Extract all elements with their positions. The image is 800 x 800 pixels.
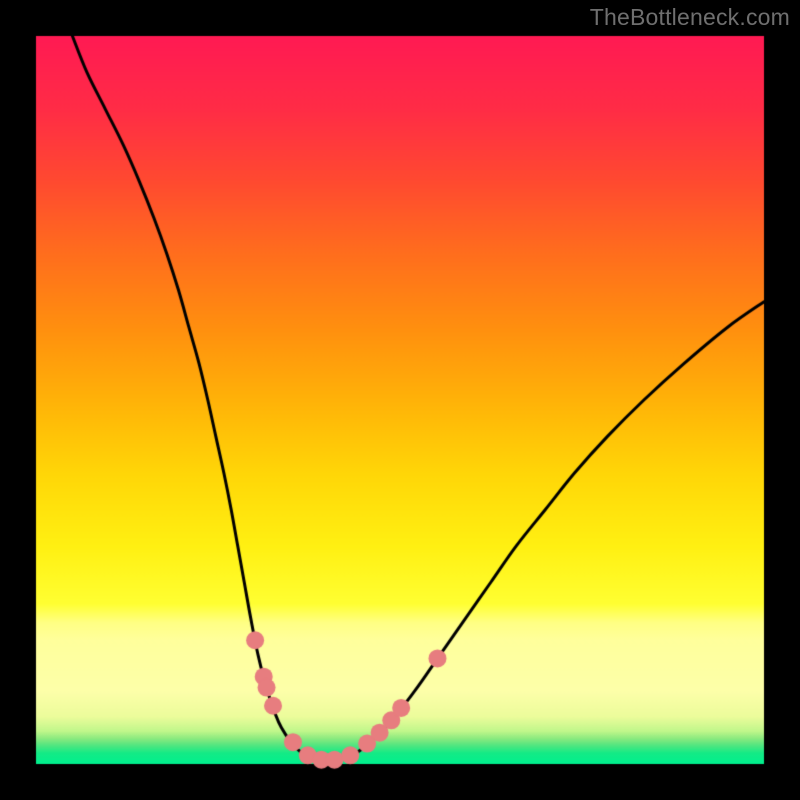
chart-stage: TheBottleneck.com <box>0 0 800 800</box>
chart-canvas-wrap <box>0 0 800 800</box>
chart-canvas <box>0 0 800 800</box>
watermark-label: TheBottleneck.com <box>590 4 790 31</box>
